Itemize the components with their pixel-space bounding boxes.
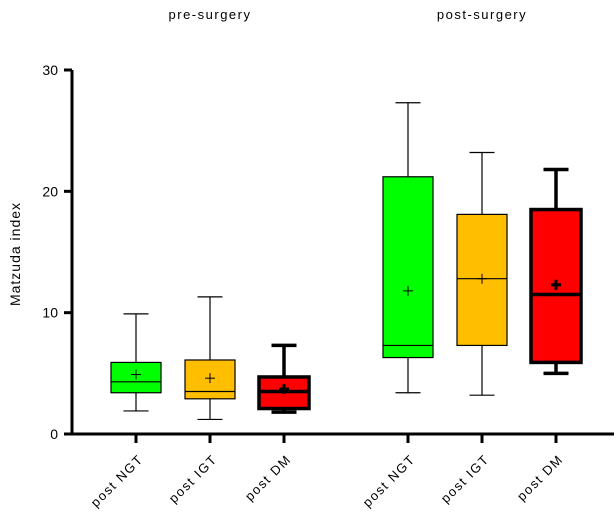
group-label-1: post-surgery <box>437 7 527 22</box>
x-axis: post NGT post IGT post DM post NGT post IGT p… <box>72 432 614 510</box>
iqr-box <box>382 176 434 359</box>
boxes <box>110 102 583 421</box>
y-axis: 0 10 20 30 <box>42 62 74 442</box>
box-0 <box>110 313 162 412</box>
box-3 <box>382 102 434 394</box>
x-tick-label: post IGT <box>438 452 492 506</box>
box-5 <box>529 167 583 376</box>
box-1 <box>184 296 236 421</box>
x-tick-label: post NGT <box>88 452 146 510</box>
x-tick-label: post IGT <box>166 452 220 506</box>
y-tick-label: 20 <box>42 183 58 199</box>
y-tick-label: 0 <box>50 426 58 442</box>
y-axis-title: Matzuda index <box>7 202 23 306</box>
box-2 <box>257 343 311 414</box>
y-tick-label: 30 <box>42 62 58 78</box>
x-tick-label: post NGT <box>360 452 418 510</box>
x-tick-label: post DM <box>242 452 294 504</box>
box-4 <box>456 151 508 396</box>
x-tick-label: post DM <box>514 452 566 504</box>
group-labels: pre-surgery post-surgery <box>169 7 527 22</box>
group-label-0: pre-surgery <box>169 7 252 22</box>
y-tick-label: 10 <box>42 305 58 321</box>
